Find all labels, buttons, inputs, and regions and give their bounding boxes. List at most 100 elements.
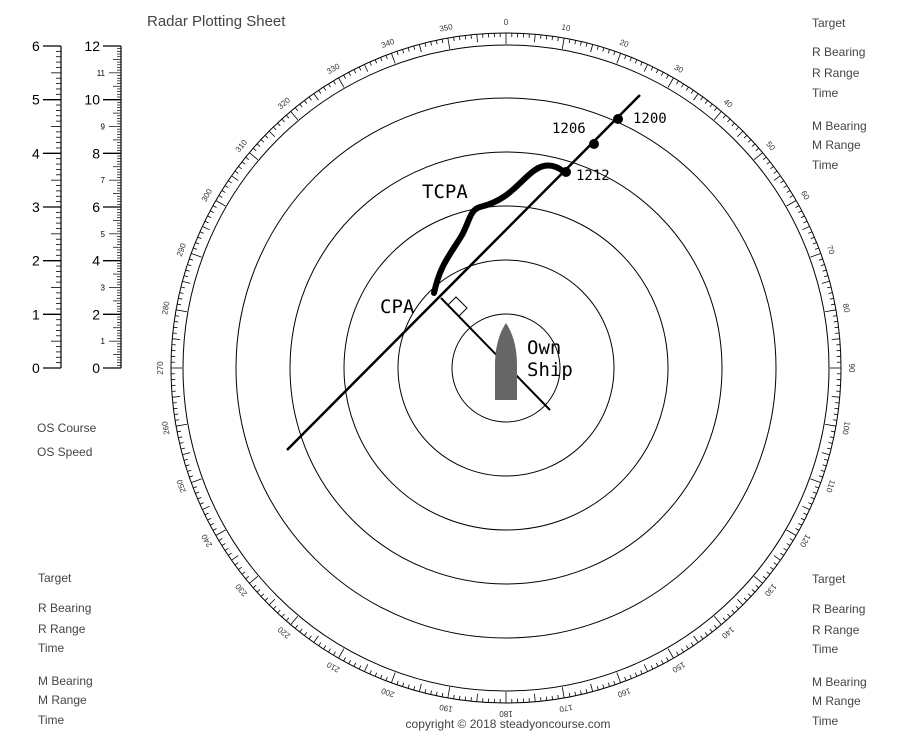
compass-tick xyxy=(180,447,185,450)
compass-tick xyxy=(685,86,689,91)
compass-tick xyxy=(183,275,188,278)
compass-tick xyxy=(407,684,410,689)
compass-tick xyxy=(590,683,594,692)
compass-tick xyxy=(690,642,694,646)
compass-tick xyxy=(832,419,837,421)
target-label: Target xyxy=(812,572,846,586)
bearing-label: 210 xyxy=(325,660,342,675)
compass-tick xyxy=(602,47,605,52)
compass-tick xyxy=(596,686,599,691)
compass-tick xyxy=(453,694,455,699)
compass-tick xyxy=(736,598,744,606)
compass-tick xyxy=(713,615,722,625)
compass-tick xyxy=(212,205,217,208)
compass-tick xyxy=(722,617,727,622)
compass-tick xyxy=(348,72,351,76)
compass-tick xyxy=(268,130,276,138)
compass-tick xyxy=(202,226,210,231)
left-scale-label: 4 xyxy=(32,145,40,161)
right-scale-minor-label: 9 xyxy=(101,123,106,132)
bearing-label: 120 xyxy=(798,533,813,550)
compass-tick xyxy=(290,111,299,121)
compass-tick xyxy=(731,609,735,614)
compass-tick xyxy=(264,135,269,139)
compass-tick xyxy=(228,552,232,556)
compass-tick xyxy=(753,575,763,584)
bearing-label: 50 xyxy=(764,140,777,153)
compass-tick xyxy=(195,242,200,245)
compass-tick xyxy=(735,605,739,610)
compass-tick xyxy=(476,693,478,702)
compass-tick xyxy=(256,589,261,593)
time-label-1200: 1200 xyxy=(633,111,667,127)
compass-tick xyxy=(634,59,638,64)
compass-tick xyxy=(212,528,217,531)
compass-tick xyxy=(343,657,346,662)
compass-tick xyxy=(210,210,214,213)
compass-tick xyxy=(273,605,277,610)
compass-tick xyxy=(249,575,259,584)
bearing-label: 190 xyxy=(438,702,453,713)
cpa-label: CPA xyxy=(380,296,415,318)
compass-tick xyxy=(773,175,781,181)
compass-tick xyxy=(215,529,226,536)
compass-tick xyxy=(218,195,223,198)
compass-tick xyxy=(762,156,767,161)
compass-tick xyxy=(830,430,835,433)
compass-tick xyxy=(435,40,438,45)
compass-tick xyxy=(574,40,577,45)
relative-motion-line xyxy=(286,94,641,451)
m-range-label: M Range xyxy=(38,693,87,707)
compass-tick xyxy=(343,74,346,79)
compass-tick xyxy=(824,458,829,461)
compass-tick xyxy=(693,93,699,101)
compass-tick xyxy=(700,635,704,640)
compass-tick xyxy=(783,185,788,189)
compass-tick xyxy=(616,672,621,683)
compass-tick xyxy=(424,42,427,47)
compass-tick xyxy=(557,694,559,699)
compass-tick xyxy=(245,156,250,161)
bearing-label: 310 xyxy=(234,138,250,154)
compass-tick xyxy=(241,571,246,575)
compass-tick xyxy=(348,660,351,664)
compass-tick xyxy=(616,53,621,64)
compass-tick xyxy=(812,242,817,245)
compass-tick xyxy=(602,684,605,689)
compass-tick xyxy=(667,77,674,88)
compass-tick xyxy=(822,464,827,467)
compass-tick xyxy=(727,118,731,123)
compass-tick xyxy=(727,613,731,618)
compass-tick xyxy=(238,566,242,570)
right-scale-label: 2 xyxy=(92,306,100,322)
right-angle-marker xyxy=(447,296,468,317)
compass-tick xyxy=(676,651,679,656)
compass-tick xyxy=(380,57,383,62)
right-scale-minor-label: 7 xyxy=(101,176,106,185)
own-ship-label-line2: Ship xyxy=(527,359,573,381)
compass-tick xyxy=(661,72,664,76)
compass-tick xyxy=(629,674,632,679)
right-scale-label: 4 xyxy=(92,253,100,269)
compass-tick xyxy=(690,90,694,94)
m-range-label: M Range xyxy=(812,694,861,708)
compass-tick xyxy=(424,689,427,694)
compass-tick xyxy=(207,517,212,521)
compass-tick xyxy=(770,566,774,570)
own-ship-label-line1: Own xyxy=(527,337,561,359)
bearing-label: 280 xyxy=(160,300,171,315)
compass-tick xyxy=(722,114,727,119)
compass-tick xyxy=(294,107,299,112)
compass-tick xyxy=(743,135,748,139)
left-scale-label: 2 xyxy=(32,253,40,269)
compass-tick xyxy=(277,609,281,614)
compass-tick xyxy=(313,93,319,101)
compass-tick xyxy=(820,469,825,472)
compass-tick xyxy=(831,396,840,398)
compass-tick xyxy=(323,86,327,91)
compass-tick xyxy=(780,552,784,556)
bearing-label: 290 xyxy=(175,242,188,258)
compass-tick xyxy=(176,423,187,427)
cpa-line xyxy=(440,297,551,411)
time-label: Time xyxy=(812,86,839,100)
